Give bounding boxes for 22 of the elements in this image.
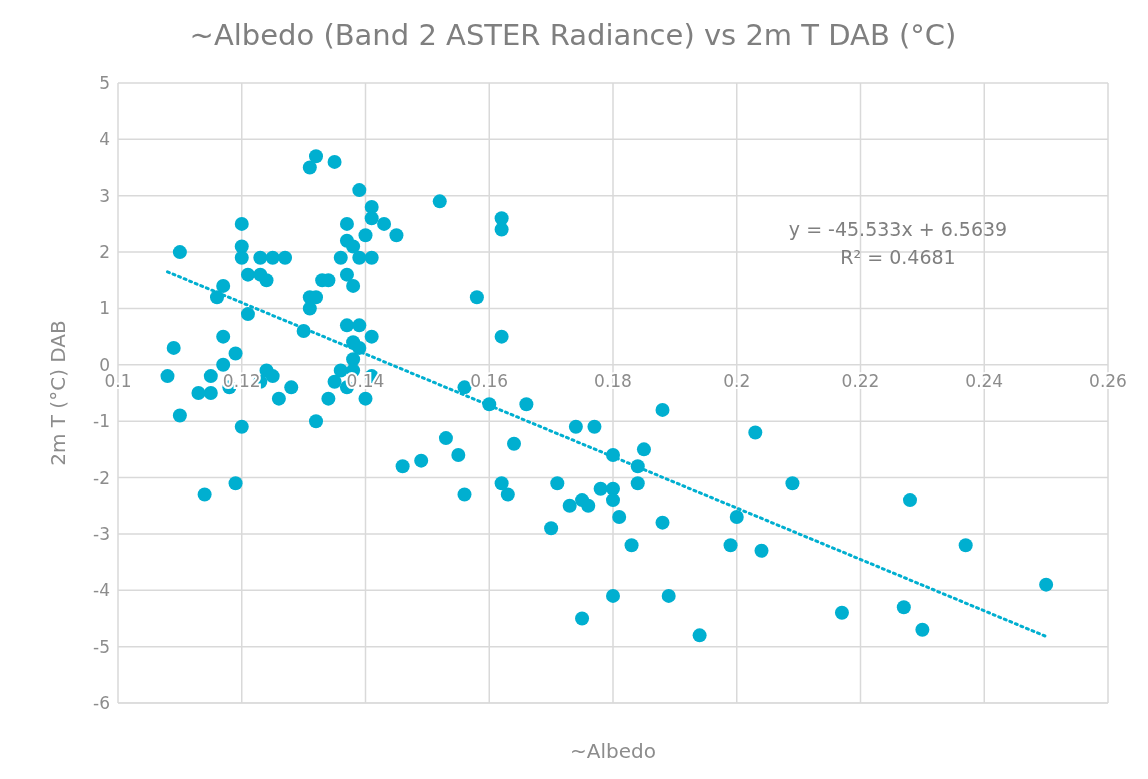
chart-title: ~Albedo (Band 2 ASTER Radiance) vs 2m T DAB (°C) [188, 18, 958, 52]
y-tick-label: -5 [93, 636, 110, 657]
x-axis-title: ~Albedo [570, 739, 656, 763]
x-tick-label: 0.16 [470, 370, 509, 391]
y-tick-label: 1 [99, 298, 110, 319]
x-tick-label: 0.24 [965, 370, 1004, 391]
annotation: R² = 0.4681 [839, 246, 957, 268]
y-axis-title: 2m T (°C) DAB [46, 320, 71, 466]
x-tick-label: 0.18 [594, 370, 632, 391]
y-tick-label: -2 [93, 467, 110, 488]
x-tick-label: 0.26 [1089, 370, 1127, 391]
y-tick-label: 4 [99, 129, 110, 150]
y-tick-label: -6 [93, 693, 110, 714]
x-tick-label: 0.2 [723, 370, 751, 391]
x-tick-label: 0.22 [841, 370, 880, 391]
y-tick-label: 5 [99, 73, 110, 94]
y-tick-label: 2 [99, 242, 110, 263]
y-tick-label: -3 [93, 523, 110, 544]
y-tick-label: -1 [93, 411, 110, 432]
y-tick-label: -4 [93, 580, 110, 601]
y-tick-label: 3 [99, 185, 110, 206]
annotation: y = -45.533x + 6.5639 [787, 218, 1009, 240]
